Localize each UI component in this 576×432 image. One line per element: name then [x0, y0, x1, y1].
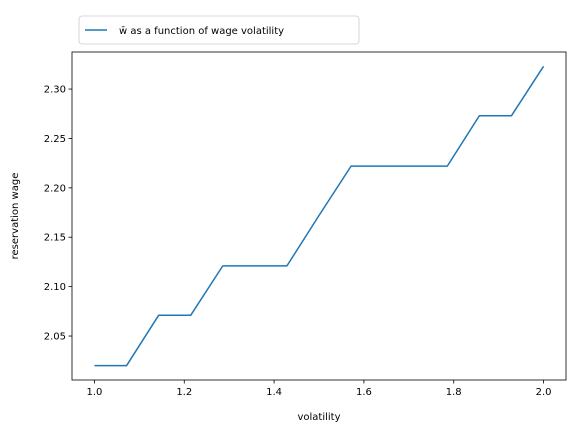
- x-tick-label: 1.6: [356, 387, 372, 398]
- legend-entry: w̄ as a function of wage volatility: [119, 26, 284, 37]
- legend: w̄ as a function of wage volatility: [78, 15, 360, 45]
- y-tick-label: 2.05: [44, 332, 66, 343]
- x-tick-label: 1.4: [266, 387, 282, 398]
- x-tick-label: 1.2: [176, 387, 192, 398]
- series-layer: [94, 65, 545, 367]
- y-tick-label: 2.10: [44, 282, 66, 293]
- x-tick-label: 1.8: [446, 387, 462, 398]
- y-axis: 2.05 2.10 2.15 2.20 2.25 2.30: [44, 85, 72, 343]
- x-tick-label: 2.0: [536, 387, 552, 398]
- series-line: [94, 65, 545, 367]
- y-axis-label: reservation wage: [10, 173, 21, 260]
- y-tick-label: 2.25: [44, 134, 66, 145]
- y-tick-label: 2.15: [44, 233, 66, 244]
- x-tick-label: 1.0: [87, 387, 103, 398]
- y-tick-label: 2.30: [44, 85, 66, 96]
- x-axis: 1.0 1.2 1.4 1.6 1.8 2.0: [87, 380, 552, 398]
- plot-area: 1.0 1.2 1.4 1.6 1.8 2.0 2.052.102.152.202.252…: [44, 51, 567, 398]
- legend-box: [78, 15, 360, 45]
- y-tick-label: 2.20: [44, 183, 66, 194]
- axes-frame: [71, 51, 567, 381]
- x-axis-label: volatility: [297, 412, 340, 423]
